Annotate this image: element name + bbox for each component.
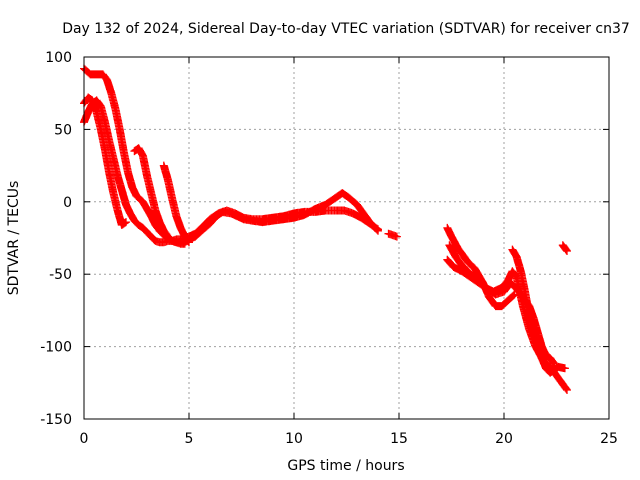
- y-tick-label: -100: [40, 340, 72, 356]
- marker-trail: [159, 161, 193, 247]
- series-track-6: [384, 229, 401, 241]
- axis-ticks: 0 5 10 15 20 25 -150 -100 -50 0 50 100: [40, 50, 618, 447]
- series-track-10: [508, 245, 571, 394]
- y-tick-label: -150: [40, 412, 72, 428]
- x-tick-label: 5: [185, 431, 194, 447]
- series-track-4: [130, 144, 189, 248]
- y-axis-label: SDTVAR / TECUs: [6, 181, 22, 296]
- marker-trail: [508, 245, 571, 394]
- x-tick-label: 10: [285, 431, 303, 447]
- plot-frame: [83, 56, 610, 420]
- x-tick-label: 0: [80, 431, 89, 447]
- y-tick-label: 50: [54, 122, 72, 138]
- x-axis-label: GPS time / hours: [287, 458, 404, 474]
- x-tick-label: 20: [495, 431, 513, 447]
- x-tick-label: 15: [390, 431, 408, 447]
- y-tick-label: 100: [45, 50, 72, 66]
- series-track-2: [80, 96, 382, 247]
- marker-trail: [384, 229, 401, 241]
- series-track-11: [558, 241, 571, 255]
- marker-trail: [130, 144, 189, 248]
- marker-trail: [558, 241, 571, 255]
- chart-title: Day 132 of 2024, Sidereal Day-to-day VTE…: [62, 21, 630, 37]
- x-tick-label: 25: [600, 431, 618, 447]
- data-points: [80, 64, 571, 394]
- series-track-5: [159, 161, 193, 247]
- y-tick-label: -50: [49, 267, 72, 283]
- series-track-7: [443, 223, 519, 311]
- y-tick-label: 0: [63, 195, 72, 211]
